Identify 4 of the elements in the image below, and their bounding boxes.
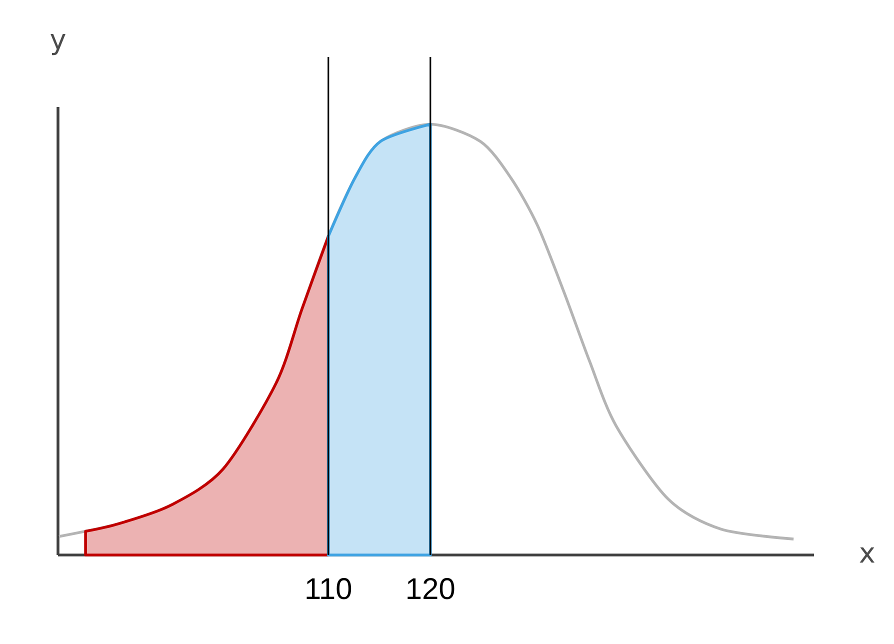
x-axis-title: x <box>860 547 875 563</box>
x-tick-label: 110 <box>306 578 352 600</box>
y-axis-title: y <box>50 34 66 56</box>
x-tick-label: 120 <box>408 578 454 600</box>
